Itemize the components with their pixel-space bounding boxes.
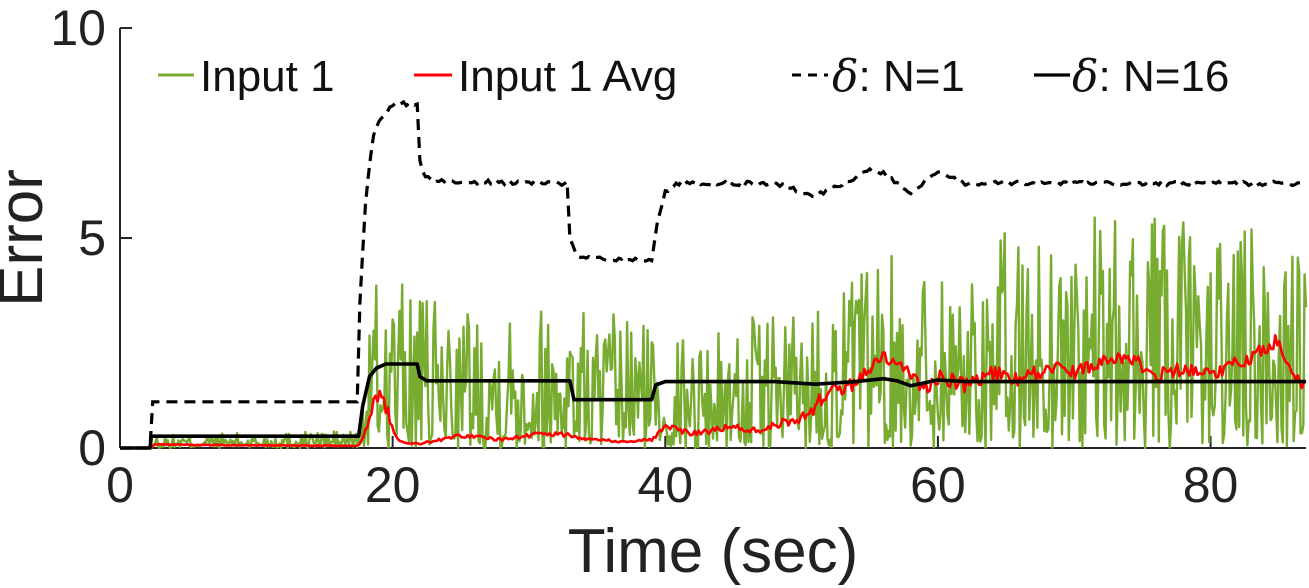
y-tick-label: 0: [78, 420, 106, 476]
legend-label-input-1-avg: Input 1 Avg: [458, 52, 677, 101]
y-tick-label: 10: [50, 0, 106, 56]
x-ticks: 0 20 40 60 80: [106, 436, 1238, 513]
x-tick-label: 40: [637, 457, 693, 513]
y-tick-label: 5: [78, 210, 106, 266]
x-tick-label: 0: [106, 457, 134, 513]
x-tick-label: 20: [365, 457, 421, 513]
y-axis-title: Error: [0, 169, 56, 307]
x-tick-label: 60: [910, 457, 966, 513]
x-axis-title: Time (sec): [568, 517, 858, 586]
legend-label-input-1: Input 1: [200, 52, 335, 101]
series-delta-n16-line: [120, 362, 1306, 450]
series-input-1-line: [120, 216, 1308, 450]
series-delta-n1-line: [120, 99, 1307, 450]
legend: Input 1 Input 1 Avg δ: N=1 δ: N=16: [158, 51, 1229, 102]
plot-area: [120, 99, 1308, 450]
series-input-1-avg-line: [120, 334, 1307, 450]
x-tick-label: 80: [1183, 457, 1239, 513]
legend-label-delta-n1: δ: N=1: [832, 51, 965, 102]
legend-label-delta-n16: δ: N=16: [1072, 51, 1229, 102]
